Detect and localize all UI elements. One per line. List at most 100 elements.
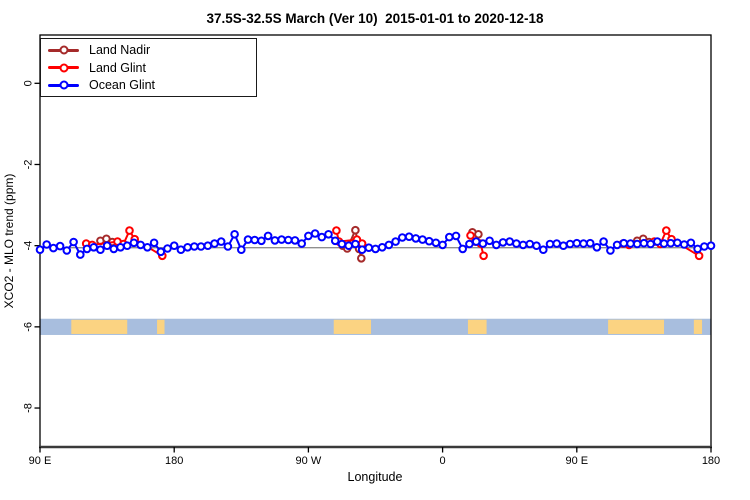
series-point-ocean-glint <box>458 244 468 254</box>
series-point-ocean-glint <box>585 238 595 248</box>
series-point-ocean-glint <box>351 239 360 249</box>
legend-item-land-glint: Land Glint <box>41 59 256 76</box>
map-land-patch-new-zealand-repeat <box>693 319 703 334</box>
series-point-ocean-glint <box>284 235 293 245</box>
series-point-ocean-glint <box>559 241 568 250</box>
series-point-ocean-glint <box>122 241 132 250</box>
series-point-ocean-glint <box>498 238 508 247</box>
series-point-ocean-glint <box>136 240 145 250</box>
x-tick-label: 90 E <box>565 455 588 467</box>
series-point-ocean-glint <box>176 245 186 254</box>
series-point-ocean-glint <box>169 241 179 250</box>
series-point-ocean-glint <box>35 245 45 254</box>
series-point-ocean-glint <box>324 230 333 239</box>
series-point-ocean-glint <box>532 241 541 250</box>
y-tick-label: -6 <box>23 322 35 332</box>
land-glint-marker-icon <box>48 62 79 74</box>
series-point-ocean-glint <box>42 240 52 249</box>
series-point-ocean-glint <box>76 250 85 259</box>
series-point-ocean-glint <box>418 235 427 244</box>
map-ocean-strip <box>40 318 711 335</box>
series-point-land-glint <box>332 226 341 235</box>
map-land-patch-australia <box>71 319 128 334</box>
legend-box: Land Nadir Land Glint Ocean Glint <box>40 38 257 97</box>
series-point-ocean-glint <box>518 240 528 250</box>
series-point-ocean-glint <box>626 239 635 248</box>
series-point-ocean-glint <box>243 235 253 244</box>
series-point-ocean-glint <box>424 236 434 246</box>
series-point-ocean-glint <box>344 241 354 250</box>
series-point-ocean-glint <box>525 239 535 249</box>
series-point-ocean-glint <box>250 235 259 245</box>
series-point-ocean-glint <box>163 244 172 253</box>
series-point-ocean-glint <box>391 237 400 246</box>
series-point-ocean-glint <box>129 238 139 248</box>
series-point-ocean-glint <box>666 238 676 248</box>
x-axis-title: Longitude <box>348 470 403 484</box>
series-point-ocean-glint <box>673 238 682 248</box>
series-point-ocean-glint <box>639 238 649 248</box>
chart-title: 37.5S-32.5S March (Ver 10) 2015-01-01 to… <box>206 11 544 26</box>
series-point-ocean-glint <box>330 236 340 246</box>
series-point-ocean-glint <box>592 243 602 252</box>
series-point-ocean-glint <box>357 245 367 254</box>
series-point-ocean-glint <box>149 238 159 248</box>
legend-label: Land Nadir <box>89 43 151 57</box>
series-point-ocean-glint <box>377 243 387 252</box>
series-point-ocean-glint <box>237 245 246 254</box>
series-point-land-nadir <box>357 253 366 263</box>
series-point-ocean-glint <box>679 240 689 249</box>
series-point-ocean-glint <box>653 237 662 246</box>
series-point-ocean-glint <box>304 231 313 241</box>
series-point-land-glint <box>479 251 488 261</box>
series-point-ocean-glint <box>471 237 481 246</box>
series-point-ocean-glint <box>565 239 575 249</box>
ocean-glint-marker-icon <box>48 79 79 91</box>
series-point-ocean-glint <box>277 235 286 244</box>
series-point-ocean-glint <box>297 239 307 248</box>
y-tick-label: -2 <box>23 160 35 170</box>
series-point-ocean-glint <box>82 244 92 254</box>
series-point-ocean-glint <box>539 245 548 254</box>
series-point-ocean-glint <box>96 245 105 254</box>
series-point-ocean-glint <box>552 239 562 248</box>
series-point-ocean-glint <box>364 243 374 252</box>
series-point-ocean-glint <box>216 237 226 246</box>
series-point-ocean-glint <box>203 241 213 250</box>
series-point-ocean-glint <box>290 236 300 245</box>
legend-item-land-nadir: Land Nadir <box>41 42 256 59</box>
map-land-patch-australia-repeat <box>608 319 665 334</box>
x-tick-label: 0 <box>440 455 446 467</box>
series-point-ocean-glint <box>606 246 615 255</box>
series-point-ocean-glint <box>572 238 582 248</box>
series-point-ocean-glint <box>223 242 233 251</box>
series-point-ocean-glint <box>505 237 515 246</box>
series-point-land-glint <box>125 226 134 235</box>
series-point-ocean-glint <box>632 239 642 249</box>
series-point-ocean-glint <box>156 247 166 257</box>
series-point-ocean-glint <box>102 241 112 250</box>
series-point-land-nadir <box>474 230 483 239</box>
series-point-ocean-glint <box>693 244 702 254</box>
legend-label: Land Glint <box>89 60 146 75</box>
series-point-ocean-glint <box>619 238 629 248</box>
x-tick-label: 180 <box>165 455 183 467</box>
series-point-land-nadir <box>351 225 360 235</box>
series-point-ocean-glint <box>545 239 555 249</box>
series-point-ocean-glint <box>706 241 716 250</box>
series-point-ocean-glint <box>398 233 407 242</box>
series-point-ocean-glint <box>270 236 280 245</box>
y-axis-title: XCO2 - MLO trend (ppm) <box>2 174 16 309</box>
x-tick-label: 90 E <box>29 455 52 467</box>
series-point-ocean-glint <box>337 239 347 249</box>
series-point-ocean-glint <box>317 232 327 242</box>
series-point-ocean-glint <box>465 239 474 249</box>
series-point-ocean-glint <box>384 240 394 250</box>
series-point-ocean-glint <box>89 243 98 252</box>
series-point-ocean-glint <box>196 242 206 251</box>
series-point-ocean-glint <box>431 238 441 248</box>
series-point-ocean-glint <box>451 231 461 241</box>
series-point-ocean-glint <box>210 239 219 248</box>
y-tick-label: -8 <box>23 403 35 413</box>
